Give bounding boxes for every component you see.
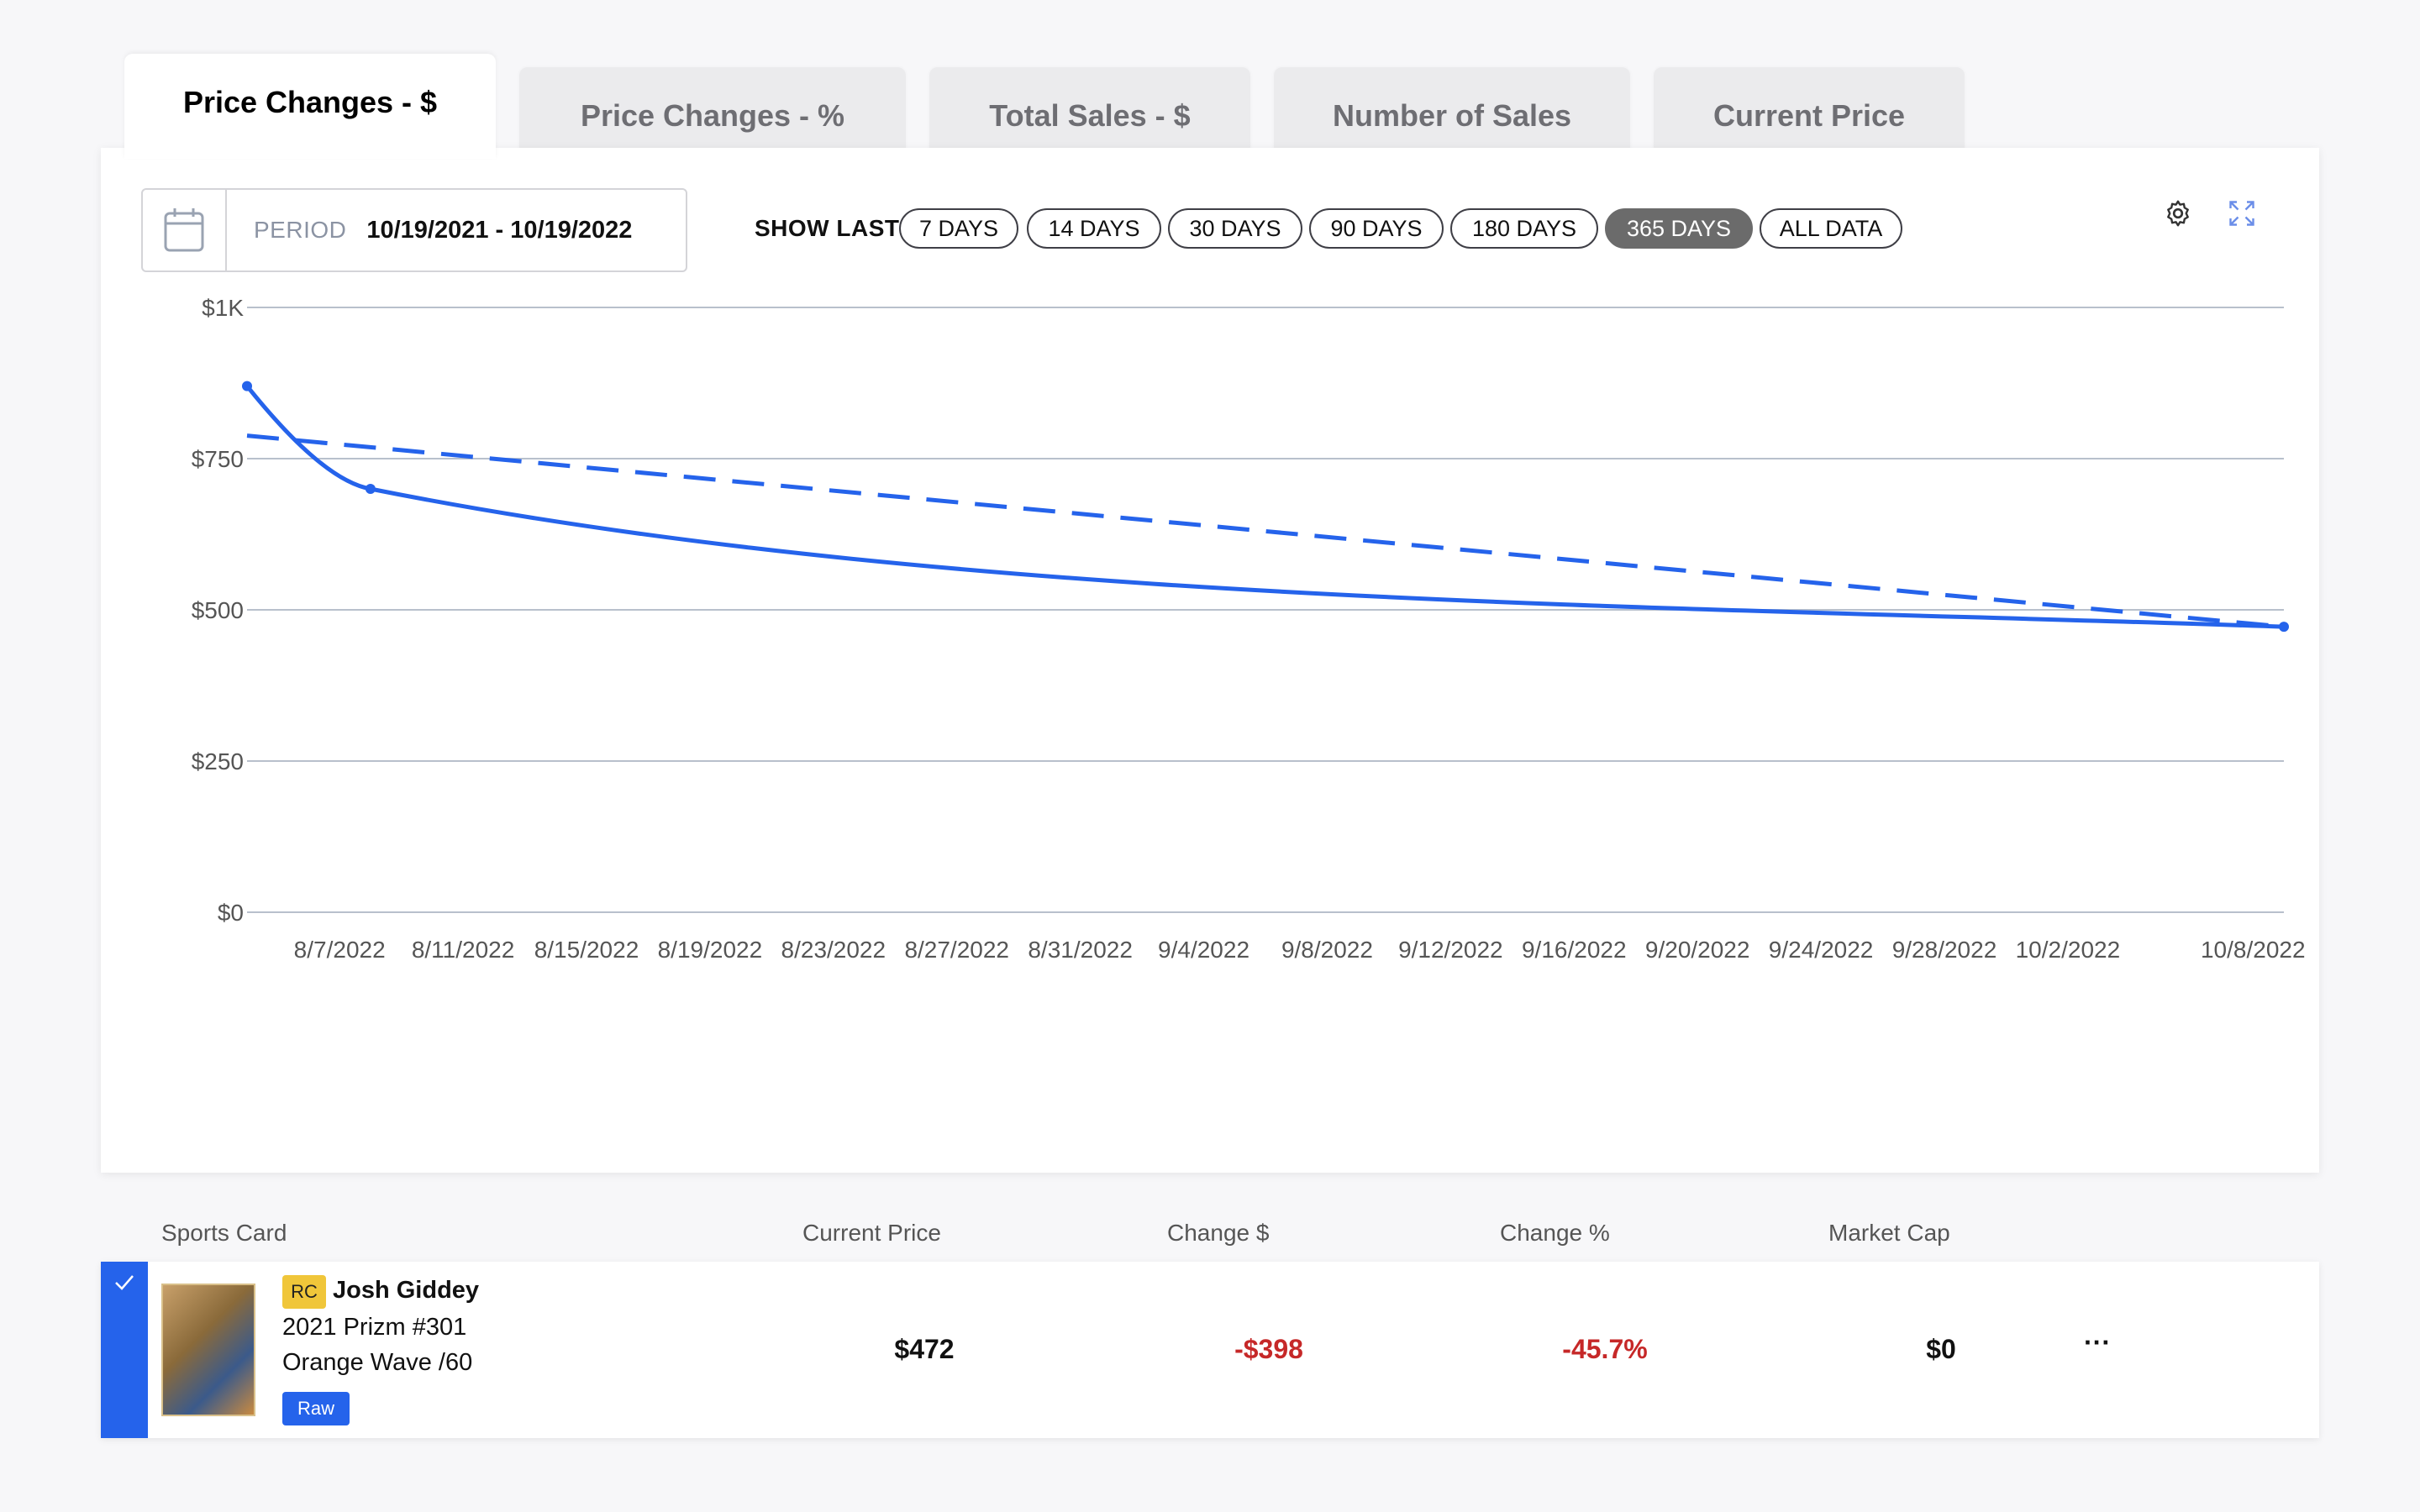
row-select-checkbox[interactable] <box>101 1262 148 1438</box>
market-cap-value: $0 <box>1926 1334 1956 1364</box>
range-14-days[interactable]: 14 DAYS <box>1027 208 1161 249</box>
tab-current-price[interactable]: Current Price <box>1654 67 1965 158</box>
change-usd-value: -$398 <box>1234 1334 1303 1364</box>
calendar-icon[interactable] <box>143 190 227 270</box>
period-label: PERIOD <box>254 217 347 243</box>
check-icon <box>115 1275 134 1290</box>
range-7-days[interactable]: 7 DAYS <box>899 208 1018 249</box>
tab-price-changes-usd[interactable]: Price Changes - $ <box>124 54 496 159</box>
tab-price-changes-pct[interactable]: Price Changes - % <box>519 67 906 158</box>
card-variant: Orange Wave /60 <box>282 1349 473 1376</box>
period-value: 10/19/2021 - 10/19/2022 <box>366 216 633 244</box>
change-pct-value: -45.7% <box>1562 1334 1648 1364</box>
card-thumbnail[interactable] <box>161 1284 255 1416</box>
range-180-days[interactable]: 180 DAYS <box>1450 208 1598 249</box>
expand-icon[interactable] <box>2227 198 2257 228</box>
show-last-label: SHOW LAST <box>755 215 900 241</box>
gear-icon[interactable] <box>2163 198 2193 228</box>
header-current-price: Current Price <box>802 1220 941 1246</box>
range-365-days[interactable]: 365 DAYS <box>1605 208 1753 249</box>
range-30-days[interactable]: 30 DAYS <box>1168 208 1302 249</box>
header-change-pct: Change % <box>1500 1220 1610 1246</box>
card-set: 2021 Prizm #301 <box>282 1314 467 1341</box>
chart-panel: PERIOD 10/19/2021 - 10/19/2022 SHOW LAST… <box>101 148 2319 1173</box>
grade-badge: Raw <box>282 1392 350 1425</box>
current-price-value: $472 <box>894 1334 955 1364</box>
rookie-badge: RC <box>282 1275 326 1309</box>
tab-number-of-sales[interactable]: Number of Sales <box>1274 67 1630 158</box>
range-all-data[interactable]: ALL DATA <box>1760 208 1902 249</box>
period-picker[interactable]: PERIOD 10/19/2021 - 10/19/2022 <box>141 188 687 272</box>
more-actions-button[interactable]: ··· <box>2084 1327 2111 1357</box>
tab-total-sales[interactable]: Total Sales - $ <box>929 67 1250 158</box>
table-row[interactable]: RC Josh Giddey 2021 Prizm #301 Orange Wa… <box>101 1262 2319 1438</box>
header-market-cap: Market Cap <box>1828 1220 1950 1246</box>
header-change-usd: Change $ <box>1167 1220 1270 1246</box>
player-name[interactable]: Josh Giddey <box>333 1277 480 1304</box>
range-90-days[interactable]: 90 DAYS <box>1309 208 1444 249</box>
header-sports-card: Sports Card <box>161 1220 287 1246</box>
